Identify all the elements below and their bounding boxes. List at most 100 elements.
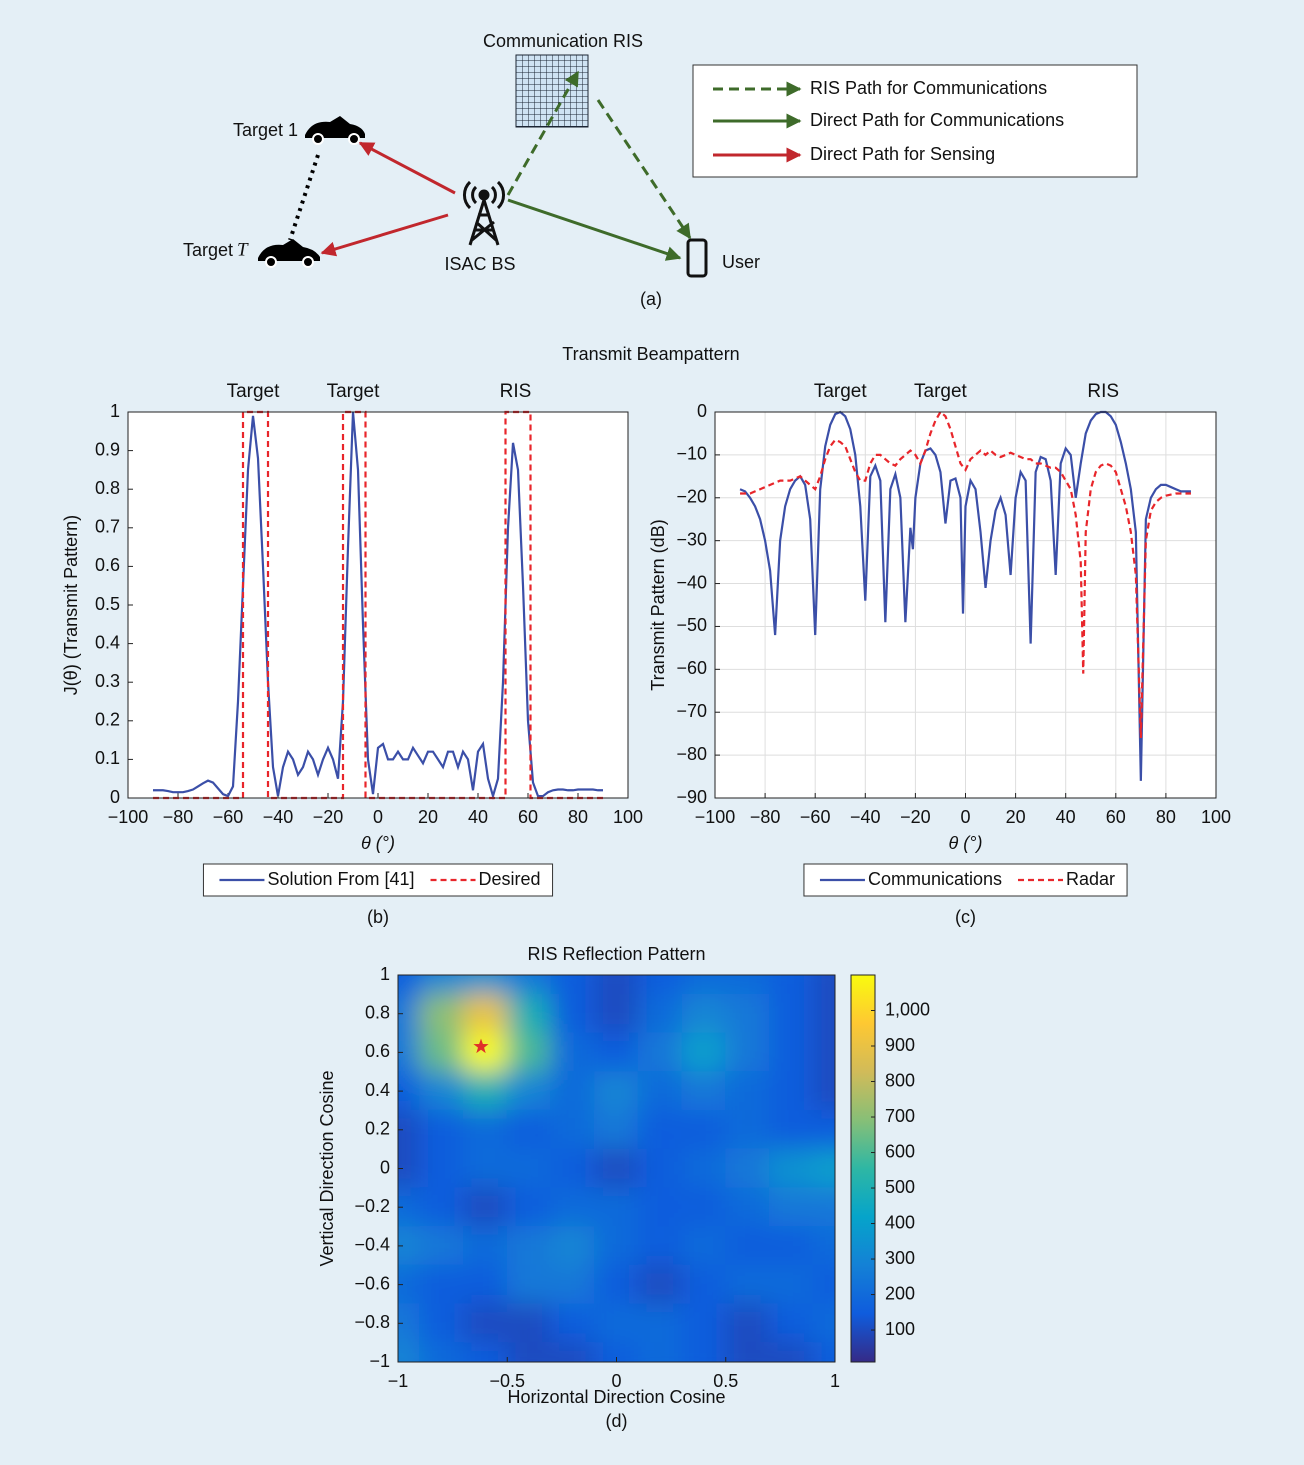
diagram: Communication RIS RIS Path for Communica… [183,31,1138,309]
heatmap-cell [506,1264,552,1305]
series-line [740,410,1191,738]
heatmap-cell [637,1342,683,1362]
target-symbol: T [237,239,249,260]
series-line [153,411,603,801]
heatmap-cell [463,1303,508,1344]
heatmap-cell [594,993,639,1034]
heatmap-cell [725,1109,770,1150]
colorbar-tick-label: 700 [885,1106,915,1126]
x-tick-label: −80 [163,807,194,827]
heatmap-cell [398,975,421,995]
heatmap-cell [725,1071,770,1111]
heatmap-cell [550,1032,596,1073]
x-tick-label: 0.5 [713,1371,738,1391]
heatmap-cell [463,975,508,995]
heatmap-cell [681,1109,727,1150]
caption: (d) [606,1411,628,1431]
legend-text: Direct Path for Sensing [810,144,995,164]
heatmap-cell [637,975,683,995]
heatmap-cell [506,1109,552,1150]
heatmap-cell [594,1187,639,1228]
colorbar-tick-label: 800 [885,1070,915,1090]
heatmap-cell [550,1148,596,1189]
colorbar-tick-label: 500 [885,1177,915,1197]
y-tick-label: 0.7 [95,517,120,537]
heatmap-cell [419,1071,465,1111]
heatmap-cell [768,1032,814,1073]
heatmap-cell [637,1303,683,1344]
x-tick-label: −0.5 [489,1371,525,1391]
user-label: User [722,252,760,272]
y-tick-label: −90 [676,787,707,807]
heatmap-cell [550,993,596,1034]
caption: (a) [640,289,662,309]
y-tick-label: 0.1 [95,748,120,768]
x-tick-label: 0 [373,807,383,827]
heatmap-cell [594,1071,639,1111]
heatmap-cell [550,1071,596,1111]
x-tick-label: −60 [213,807,244,827]
y-tick-label: 0.6 [365,1041,390,1061]
x-tick-label: −20 [313,807,344,827]
heatmap-cell [725,1032,770,1073]
y-tick-label: −0.8 [354,1312,390,1332]
heatmap-cell [419,1032,465,1073]
y-tick-label: 0.6 [95,555,120,575]
x-tick-label: 60 [518,807,538,827]
legend-text: RIS Path for Communications [810,78,1047,98]
x-axis-label: Horizontal Direction Cosine [507,1387,725,1407]
legend: Communications Radar [803,863,1128,897]
heatmap-cell [506,1187,552,1228]
heatmap-cell [506,993,552,1034]
heatmap-cell [398,1303,421,1344]
ris-path [506,70,580,196]
plot-frame [714,411,1217,799]
heatmap-cell [594,1264,639,1305]
plot-frame [127,411,629,799]
series-line [739,410,1191,781]
heatmap-cell [637,1187,683,1228]
x-tick-label: 60 [1106,807,1126,827]
caption: (b) [367,907,389,927]
heatmap-cell [398,1071,421,1111]
heatmap-cell [812,1303,835,1344]
heatmap-cell [637,1071,683,1111]
annotation: Target [227,381,281,402]
heatmap-cell [550,1303,596,1344]
x-tick-label: −100 [108,807,149,827]
legend-text: Solution From [41] [267,869,414,889]
heatmap-cell [506,1342,552,1362]
y-tick-label: −20 [676,487,707,507]
plot-area [128,412,628,798]
colorbar-tick-label: 100 [885,1319,915,1339]
heatmap-cell [463,1187,508,1228]
x-axis-label: θ (°) [949,833,983,853]
direct-comm-path [507,198,682,261]
heatmap-cell [681,1032,727,1073]
heatmap-cell [637,993,683,1034]
y-tick-label: −70 [676,701,707,721]
heatmap-cell [725,1303,770,1344]
heatmap-cell [681,1342,727,1362]
y-tick-label: −30 [676,529,707,549]
colorbar-tick-label: 600 [885,1141,915,1161]
annotation: RIS [1087,381,1119,402]
heatmap-cell [419,1148,465,1189]
heatmap-cell [550,1264,596,1305]
heatmap-cell [812,975,835,995]
heatmap-cell [681,1148,727,1189]
heatmap-cell [594,1303,639,1344]
legend-text: Communications [868,869,1002,889]
heatmap-cell [398,1032,421,1073]
heatmap-cell [725,975,770,995]
heatmap-cell [725,993,770,1034]
y-tick-label: 0.2 [365,1119,390,1139]
y-tick-label: 0 [697,401,707,421]
heatmap-cell [725,1342,770,1362]
heatmap-cell [463,993,508,1034]
heatmap-cell [812,1071,835,1111]
x-tick-label: 80 [568,807,588,827]
x-tick-label: −100 [695,807,736,827]
